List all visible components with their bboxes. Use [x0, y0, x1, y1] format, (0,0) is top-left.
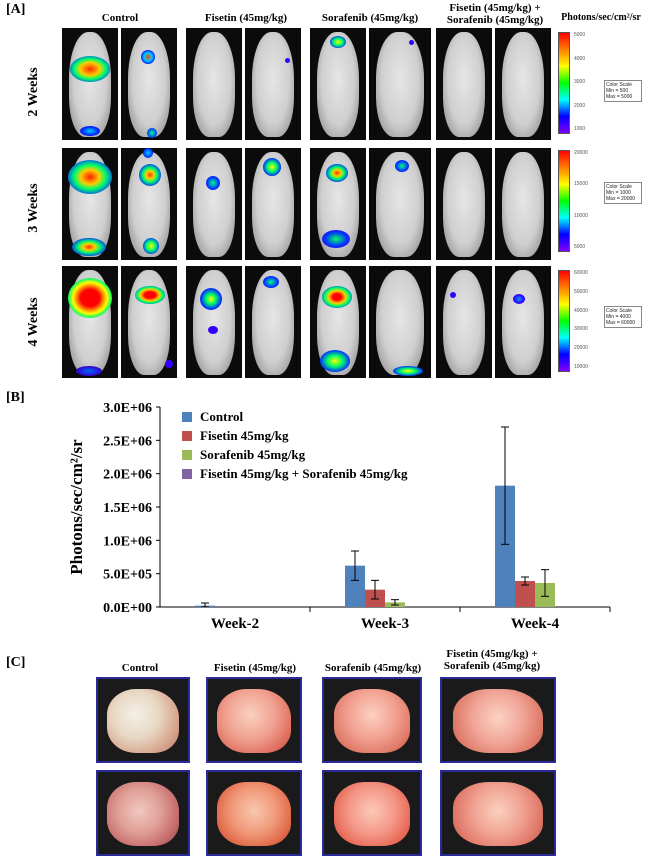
color-scale-legend: Color Scale Min = 4000 Max = 60000 — [604, 306, 642, 328]
lung-group-header-combination: Fisetin (45mg/kg) + Sorafenib (45mg/kg) — [443, 648, 541, 672]
panel-c-label: [C] — [6, 655, 26, 670]
mouse-image — [436, 266, 492, 378]
legend-swatch — [182, 449, 192, 460]
mouse-image — [186, 148, 242, 260]
mouse-image — [436, 148, 492, 260]
mouse-image — [369, 28, 431, 140]
mouse-image — [62, 28, 118, 140]
y-tick-label: 5.0E+05 — [103, 568, 152, 583]
x-tick-label: Week-2 — [211, 616, 259, 632]
mouse-image — [310, 148, 366, 260]
y-tick-label: 1.5E+06 — [103, 501, 152, 516]
y-tick-label: 0.0E+00 — [103, 601, 152, 616]
row-label-2-weeks: 2 Weeks — [26, 67, 41, 117]
color-scale-ticks: 20000 15000 10000 5000 — [574, 150, 588, 250]
lung-image — [322, 770, 422, 856]
y-tick-label: 2.0E+06 — [103, 468, 152, 483]
legend-swatch — [182, 430, 192, 441]
color-scale-ticks: 60000 50000 40000 30000 20000 10000 — [574, 270, 588, 370]
mouse-image — [62, 266, 118, 378]
row-label-4-weeks: 4 Weeks — [26, 297, 41, 347]
group-header-control: Control — [101, 12, 139, 24]
lung-image — [96, 677, 190, 763]
mouse-image — [436, 28, 492, 140]
group-header-fisetin: Fisetin (45mg/kg) — [204, 12, 288, 24]
mouse-image — [245, 28, 301, 140]
panel-b-label: [B] — [6, 390, 25, 405]
mouse-image — [245, 266, 301, 378]
color-scale-legend: Color Scale Min = 1000 Max = 20000 — [604, 182, 642, 204]
lung-group-header-sorafenib: Sorafenib (45mg/kg) — [324, 662, 422, 674]
bar — [345, 565, 365, 607]
bar-chart: 0.0E+00 5.0E+05 1.0E+06 1.5E+06 2.0E+06 2.5E+… — [67, 401, 611, 632]
row-label-3-weeks: 3 Weeks — [26, 183, 41, 233]
legend-item: Sorafenib 45mg/kg — [182, 445, 407, 464]
mouse-image — [495, 148, 551, 260]
legend-item: Fisetin 45mg/kg — [182, 426, 407, 445]
lung-image — [206, 677, 302, 763]
color-scale-bar — [558, 32, 570, 134]
panel-a-label: [A] — [6, 2, 26, 17]
mouse-image — [369, 266, 431, 378]
group-header-sorafenib: Sorafenib (45mg/kg) — [321, 12, 419, 24]
group-header-combination: Fisetin (45mg/kg) + Sorafenib (45mg/kg) — [446, 2, 544, 26]
legend-item: Control — [182, 407, 407, 426]
y-axis-label: Photons/sec/cm²/sr — [67, 439, 86, 575]
bar — [515, 581, 535, 607]
lung-group-header-control: Control — [121, 662, 159, 674]
mouse-image — [186, 28, 242, 140]
x-tick-label: Week-3 — [361, 616, 409, 632]
lung-image — [206, 770, 302, 856]
y-tick-label: 1.0E+06 — [103, 534, 152, 549]
y-tick-label: 2.5E+06 — [103, 434, 152, 449]
lung-image — [96, 770, 190, 856]
mouse-image — [245, 148, 301, 260]
color-scale-bar — [558, 150, 570, 252]
legend-item: Fisetin 45mg/kg + Sorafenib 45mg/kg — [182, 464, 407, 483]
legend-swatch — [182, 411, 192, 422]
color-scale-ticks: 5000 4000 3000 2000 1000 — [574, 32, 586, 132]
x-tick-label: Week-4 — [511, 616, 560, 632]
lung-image — [440, 770, 556, 856]
lung-image — [440, 677, 556, 763]
mouse-image — [121, 266, 177, 378]
mouse-image — [495, 266, 551, 378]
mouse-image — [369, 148, 431, 260]
mouse-image — [310, 266, 366, 378]
mouse-image — [121, 28, 177, 140]
mouse-image — [121, 148, 177, 260]
chart-legend: Control Fisetin 45mg/kg Sorafenib 45mg/k… — [182, 407, 407, 483]
mouse-image — [495, 28, 551, 140]
mouse-image — [186, 266, 242, 378]
mouse-image — [310, 28, 366, 140]
color-scale-legend: Color Scale Min = 500 Max = 5000 — [604, 80, 642, 102]
lung-group-header-fisetin: Fisetin (45mg/kg) — [213, 662, 297, 674]
legend-swatch — [182, 468, 192, 479]
lung-image — [322, 677, 422, 763]
color-scale-bar — [558, 270, 570, 372]
y-tick-label: 3.0E+06 — [103, 401, 152, 416]
mouse-image — [62, 148, 118, 260]
bar — [495, 485, 515, 607]
color-scale-header: Photons/sec/cm²/sr — [561, 12, 641, 23]
